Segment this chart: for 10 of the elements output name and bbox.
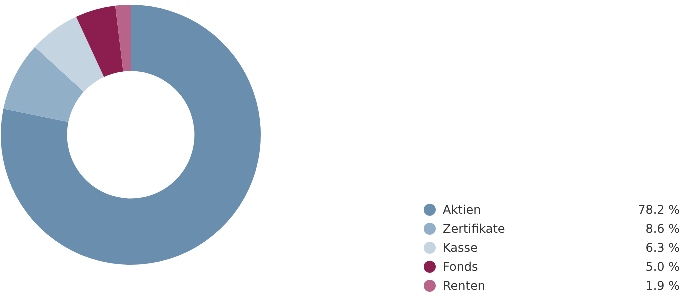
data-label: 1.9 %	[646, 278, 680, 292]
data-label: 6.3 %	[646, 240, 680, 254]
legend-label: Zertifikate	[443, 222, 506, 236]
legend-label: Renten	[443, 278, 486, 292]
data-label: 78.2 %	[638, 202, 680, 216]
data-label: 8.6 %	[646, 222, 680, 236]
data-label: 5.0 %	[646, 260, 680, 274]
legend-label: Fonds	[443, 260, 480, 274]
legend-label: Kasse	[443, 240, 479, 254]
legend-label: Aktien	[443, 202, 482, 216]
